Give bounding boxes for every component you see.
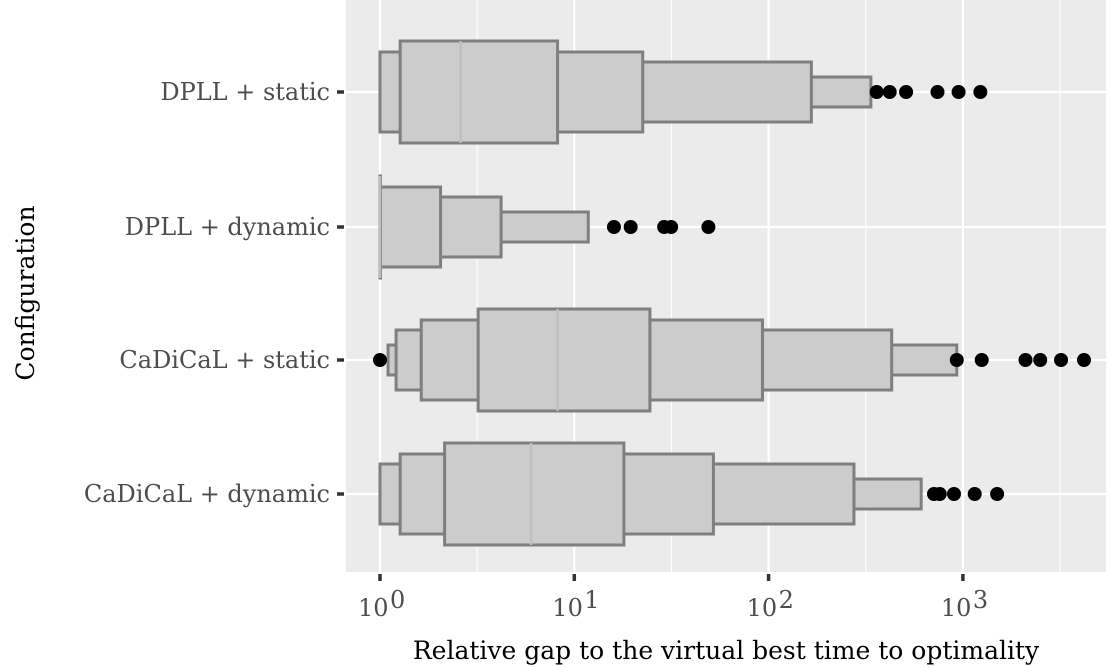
x-tick-label: 10 xyxy=(941,594,972,622)
outlier-points xyxy=(373,85,1091,501)
outlier-point xyxy=(974,353,989,367)
lv-box xyxy=(378,185,443,269)
x-axis-title: Relative gap to the virtual best time to… xyxy=(413,636,1040,665)
y-tick-label: CaDiCaL + static xyxy=(119,346,330,374)
lv-box xyxy=(398,39,560,145)
y-axis: DPLL + static DPLL + dynamic CaDiCaL + sta… xyxy=(84,78,344,508)
outlier-point xyxy=(930,85,945,99)
outlier-point xyxy=(1033,353,1048,367)
outlier-point xyxy=(373,353,387,367)
x-axis: 10 0 10 1 10 2 10 3 xyxy=(358,574,988,622)
outlier-point xyxy=(606,220,621,234)
letter-value-boxes xyxy=(378,39,959,547)
outlier-point xyxy=(951,85,966,99)
y-tick-label: DPLL + dynamic xyxy=(125,213,330,241)
outlier-point xyxy=(1018,353,1033,367)
x-tick-label: 10 xyxy=(747,594,778,622)
outlier-point xyxy=(899,85,914,99)
outlier-point xyxy=(973,85,988,99)
y-axis-title: Configuration xyxy=(11,205,40,380)
outlier-point xyxy=(1076,353,1091,367)
x-tick-label: 10 xyxy=(552,594,583,622)
outlier-point xyxy=(1054,353,1069,367)
x-tick-exponent: 3 xyxy=(973,586,988,614)
x-tick-label: 10 xyxy=(358,594,389,622)
outlier-point xyxy=(882,85,897,99)
outlier-point xyxy=(664,220,679,234)
outlier-point xyxy=(947,487,962,501)
outlier-point xyxy=(967,487,982,501)
outlier-point xyxy=(701,220,716,234)
outlier-point xyxy=(932,487,947,501)
y-tick-label: DPLL + static xyxy=(160,78,330,106)
outlier-point xyxy=(623,220,638,234)
outlier-point xyxy=(949,353,964,367)
x-tick-exponent: 1 xyxy=(584,586,599,614)
outlier-point xyxy=(869,85,884,99)
x-tick-exponent: 0 xyxy=(390,586,405,614)
lv-box xyxy=(443,441,626,547)
x-tick-exponent: 2 xyxy=(779,586,794,614)
median-lines xyxy=(378,41,559,545)
y-tick-label: CaDiCaL + dynamic xyxy=(84,480,330,508)
outlier-point xyxy=(990,487,1005,501)
lv-box xyxy=(476,307,652,413)
